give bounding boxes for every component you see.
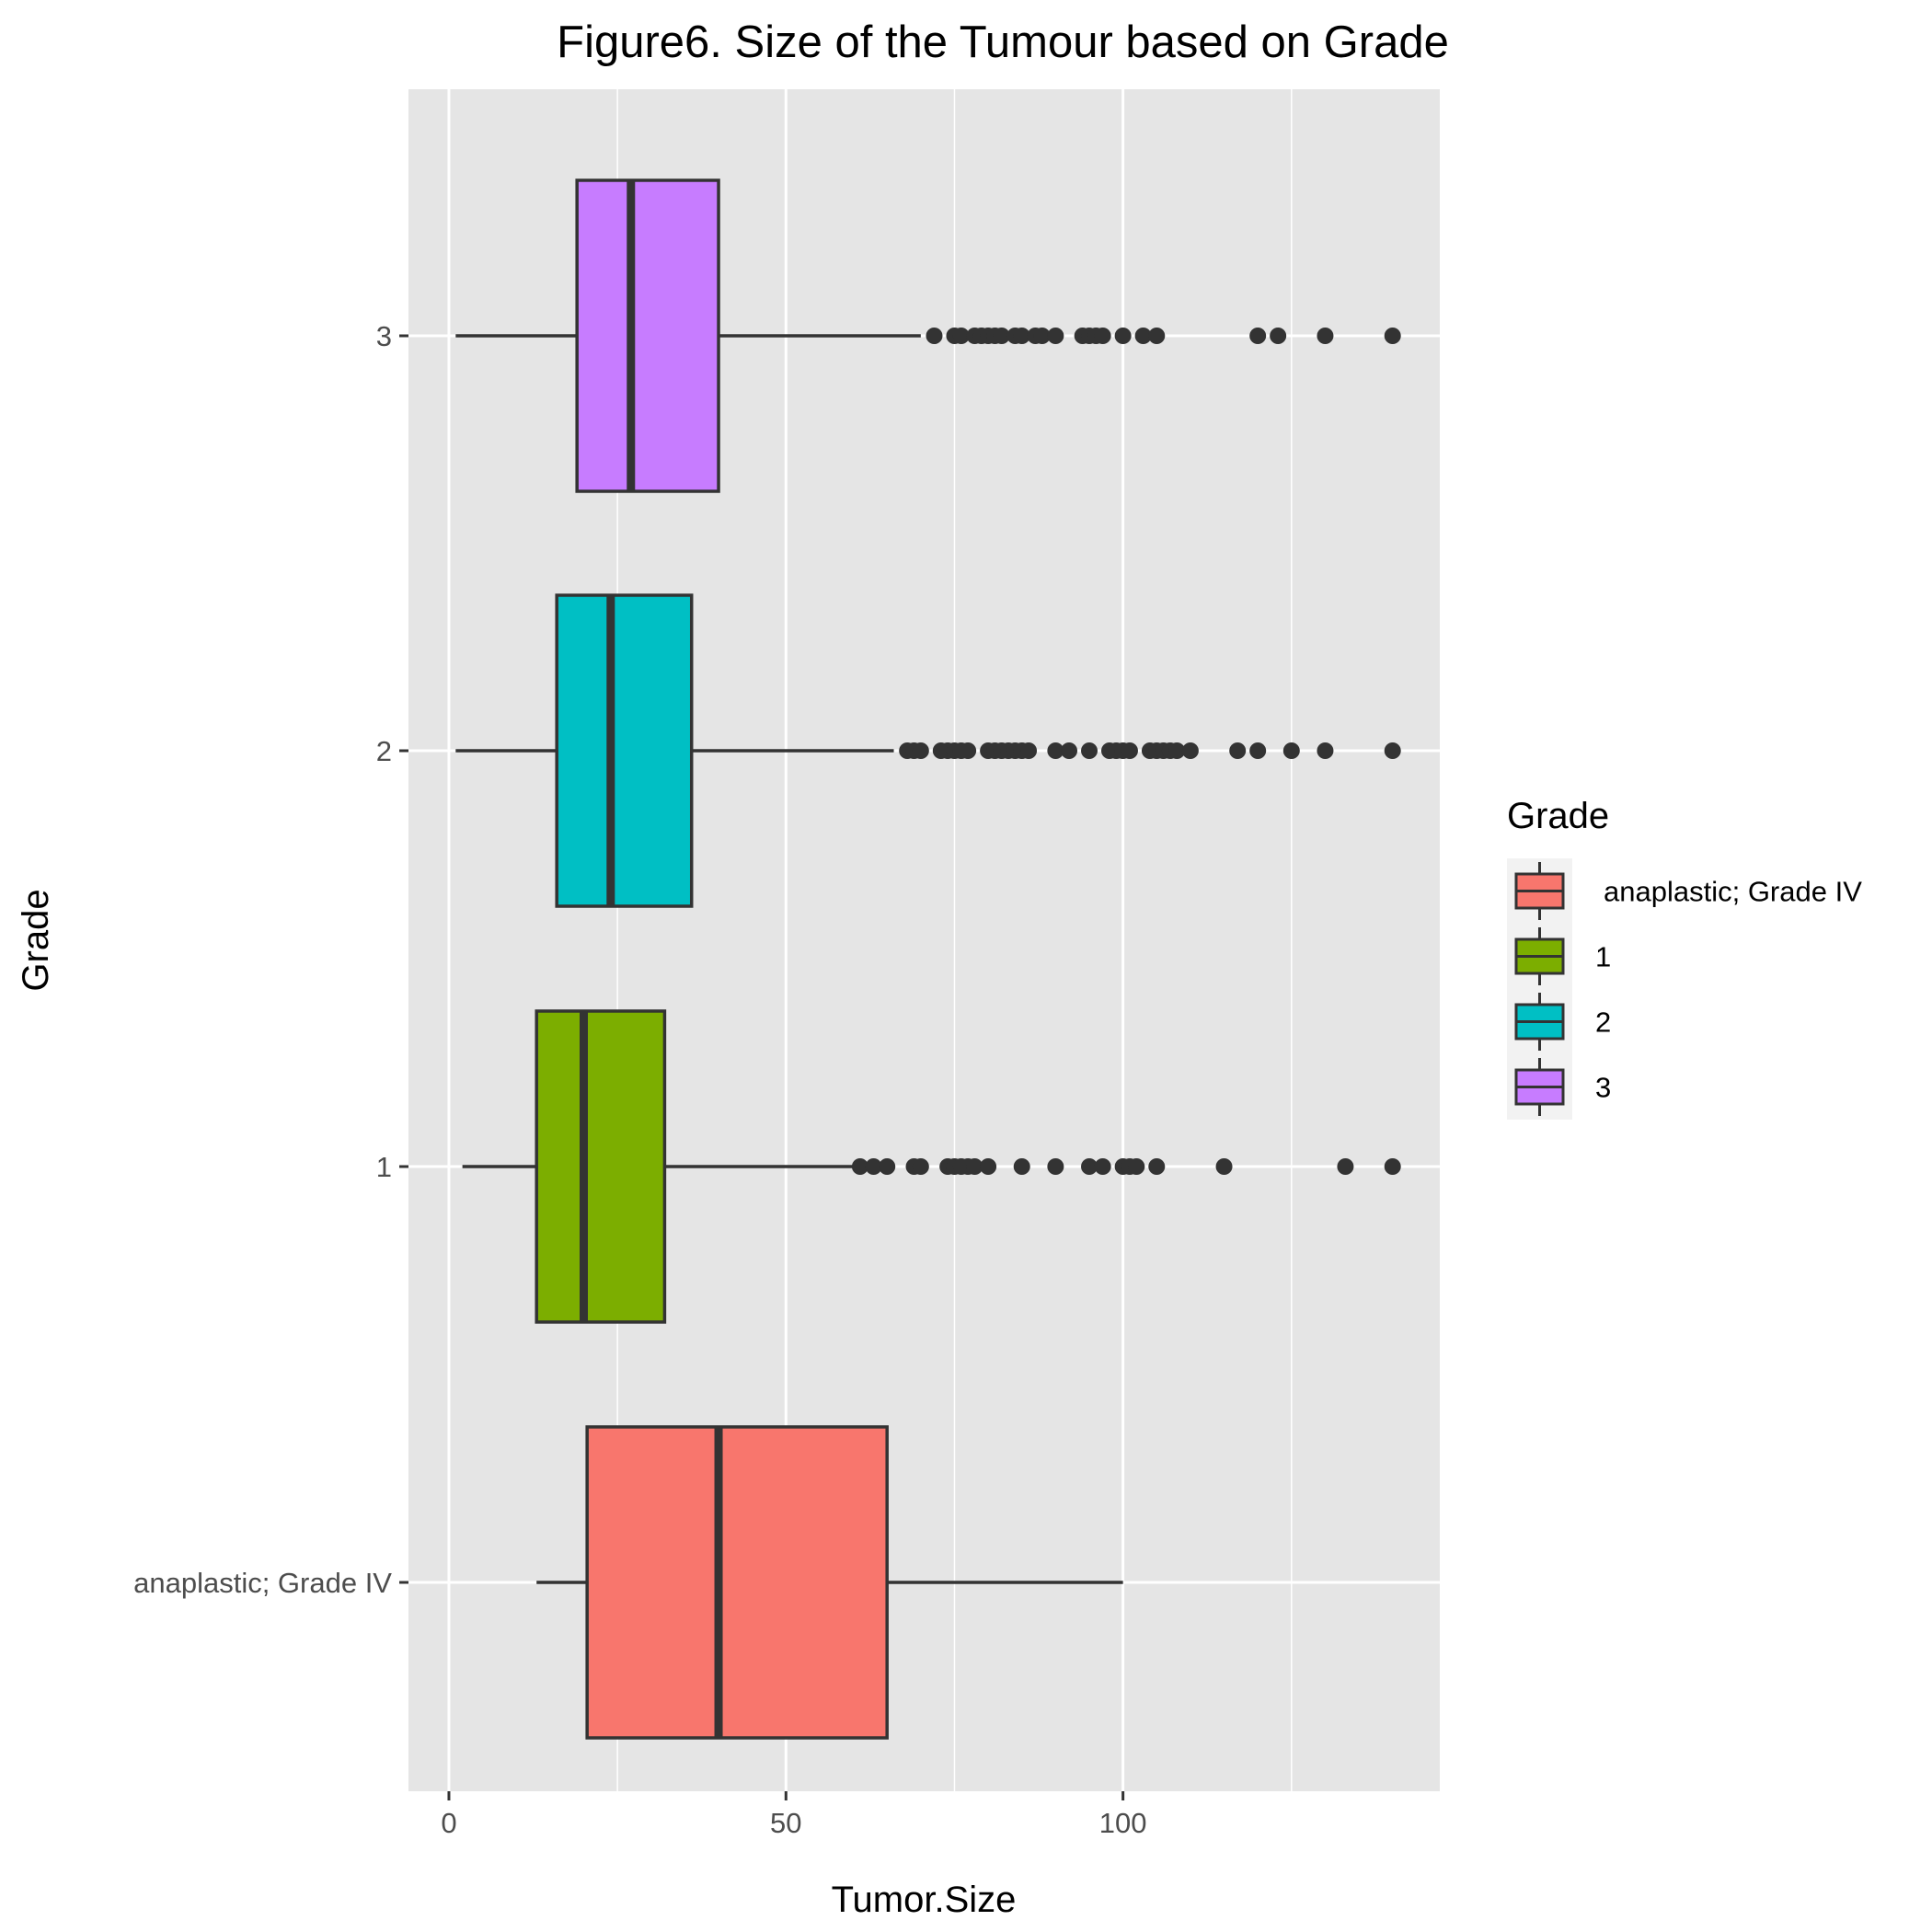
box-group	[462, 1009, 1401, 1324]
outlier-point	[1020, 742, 1038, 759]
outlier-point	[1249, 328, 1267, 344]
boxes	[455, 178, 1401, 1740]
legend-item: 2	[1514, 993, 1611, 1051]
outlier-point	[993, 328, 1010, 344]
y-tick-label: 3	[376, 320, 392, 352]
legend-label: 2	[1595, 1006, 1611, 1039]
box-group	[455, 593, 1401, 908]
outlier-point	[1384, 742, 1401, 759]
panel-background	[408, 89, 1440, 1791]
outlier-point	[1047, 1158, 1064, 1175]
outlier-point	[1134, 328, 1152, 344]
outlier-point	[1282, 742, 1300, 759]
outlier-point	[1094, 1158, 1111, 1175]
plot-panel	[408, 89, 1440, 1791]
box-group	[455, 178, 1401, 493]
outlier-point	[1384, 328, 1401, 344]
outlier-point	[1181, 742, 1199, 759]
outlier-point	[1270, 328, 1287, 344]
legend-item: anaplastic; Grade IV	[1514, 862, 1862, 920]
outlier-point	[851, 1158, 868, 1175]
outlier-point	[1249, 742, 1267, 759]
outlier-point	[1047, 328, 1064, 344]
legend-label: 1	[1595, 941, 1611, 973]
outlier-point	[952, 328, 970, 344]
outlier-point	[1013, 328, 1030, 344]
outlier-point	[1384, 1158, 1401, 1175]
outlier-point	[1061, 742, 1078, 759]
outlier-point	[1094, 328, 1111, 344]
box-iqr	[575, 178, 720, 493]
outlier-point	[1013, 1158, 1030, 1175]
box-iqr	[535, 1009, 667, 1324]
outlier-point	[1081, 1158, 1098, 1175]
outlier-point	[912, 742, 929, 759]
outlier-point	[1148, 328, 1166, 344]
outlier-point	[926, 328, 943, 344]
legend-item: 3	[1514, 1058, 1611, 1116]
box-iqr	[585, 1425, 889, 1740]
outlier-point	[1337, 1158, 1354, 1175]
y-tick-label: 1	[376, 1151, 392, 1183]
outlier-point	[1229, 742, 1247, 759]
outlier-point	[1081, 742, 1098, 759]
outlier-point	[1317, 328, 1334, 344]
outlier-point	[960, 742, 977, 759]
x-tick-label: 50	[770, 1807, 801, 1839]
legend-title: Grade	[1507, 796, 1609, 836]
x-tick-label: 100	[1099, 1807, 1147, 1839]
outlier-point	[1215, 1158, 1233, 1175]
outlier-point	[1121, 742, 1138, 759]
outlier-point	[980, 1158, 997, 1175]
legend: Grade anaplastic; Grade IV 1 2 3	[1507, 796, 1862, 1120]
legend-label: 3	[1595, 1072, 1611, 1104]
axes: 0 50 100 anaplastic; Grade IV 1 2 3	[133, 320, 1146, 1839]
outlier-point	[865, 1158, 882, 1175]
x-tick-label: 0	[441, 1807, 456, 1839]
y-tick-label: 2	[376, 735, 392, 767]
outlier-point	[1128, 1158, 1145, 1175]
outlier-point	[1114, 328, 1132, 344]
x-axis-title: Tumor.Size	[832, 1880, 1017, 1920]
outlier-point	[1168, 742, 1186, 759]
chart-title: Figure6. Size of the Tumour based on Gra…	[557, 17, 1449, 67]
legend-item: 1	[1514, 927, 1611, 985]
legend-keys: anaplastic; Grade IV 1 2 3	[1507, 858, 1862, 1120]
y-axis-title: Grade	[16, 889, 56, 991]
legend-label: anaplastic; Grade IV	[1604, 876, 1862, 908]
outlier-point	[1033, 328, 1051, 344]
outlier-point	[1047, 742, 1064, 759]
box-group	[536, 1425, 1123, 1740]
box-iqr	[555, 593, 694, 908]
y-tick-label: anaplastic; Grade IV	[133, 1567, 392, 1599]
outlier-point	[966, 1158, 983, 1175]
outlier-point	[1317, 742, 1334, 759]
outlier-point	[1148, 1158, 1166, 1175]
outlier-point	[879, 1158, 896, 1175]
outlier-point	[912, 1158, 929, 1175]
